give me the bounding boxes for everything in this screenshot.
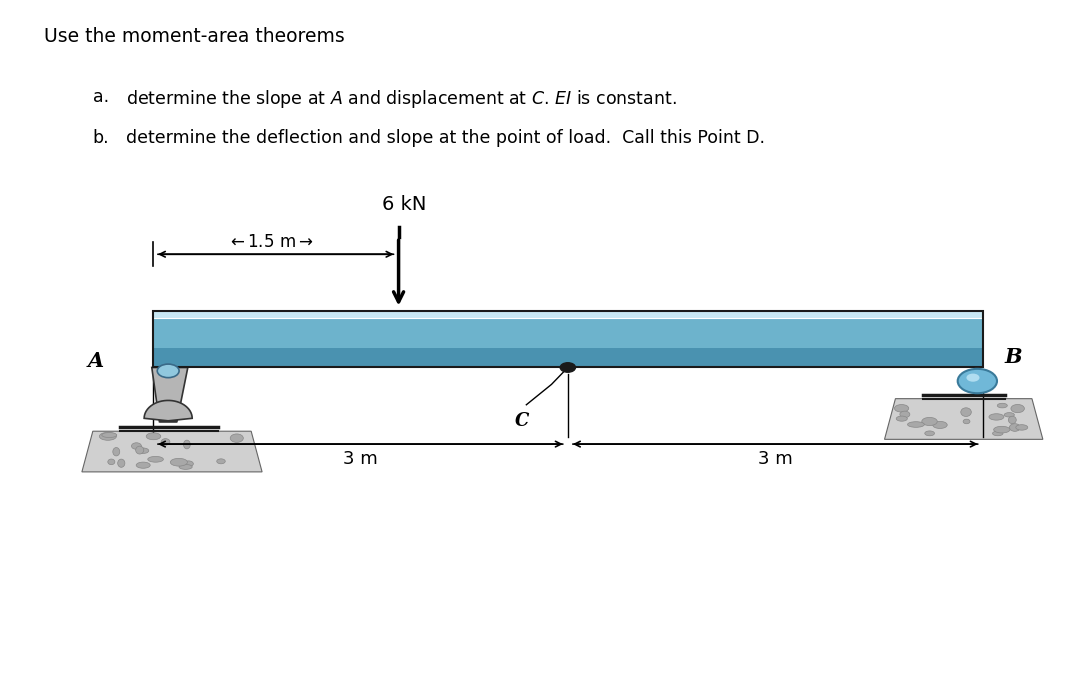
Ellipse shape	[216, 459, 225, 464]
Ellipse shape	[963, 419, 970, 424]
Ellipse shape	[993, 431, 1002, 436]
Ellipse shape	[1008, 416, 1017, 424]
Ellipse shape	[230, 434, 244, 442]
Ellipse shape	[1011, 405, 1024, 413]
Text: determine the slope at $\mathit{A}$ and displacement at $\mathit{C}$. $\mathit{E: determine the slope at $\mathit{A}$ and …	[126, 88, 676, 110]
Polygon shape	[144, 401, 192, 422]
Polygon shape	[153, 336, 983, 367]
Ellipse shape	[138, 448, 149, 454]
Circle shape	[560, 363, 575, 372]
Text: Use the moment-area theorems: Use the moment-area theorems	[44, 27, 344, 46]
Ellipse shape	[925, 431, 935, 436]
Circle shape	[958, 369, 997, 393]
Text: B: B	[1005, 347, 1022, 367]
Ellipse shape	[994, 426, 1010, 433]
Ellipse shape	[118, 459, 124, 467]
Ellipse shape	[933, 422, 947, 428]
Ellipse shape	[179, 464, 192, 469]
Polygon shape	[153, 315, 983, 348]
Ellipse shape	[136, 462, 151, 468]
Ellipse shape	[894, 405, 909, 412]
Ellipse shape	[1009, 424, 1020, 431]
Text: A: A	[87, 351, 104, 371]
Ellipse shape	[989, 414, 1004, 420]
Text: 3 m: 3 m	[758, 450, 793, 468]
Ellipse shape	[183, 461, 193, 466]
Polygon shape	[153, 311, 983, 317]
Ellipse shape	[997, 403, 1007, 408]
Ellipse shape	[162, 439, 170, 445]
Text: 3 m: 3 m	[343, 450, 378, 468]
Ellipse shape	[147, 456, 164, 462]
Ellipse shape	[102, 433, 117, 437]
Ellipse shape	[907, 422, 924, 427]
Ellipse shape	[146, 433, 161, 440]
Polygon shape	[152, 367, 188, 422]
Ellipse shape	[170, 458, 188, 466]
Circle shape	[966, 374, 980, 382]
Ellipse shape	[961, 407, 971, 416]
Text: C: C	[514, 412, 530, 430]
Polygon shape	[82, 431, 262, 472]
Ellipse shape	[99, 433, 117, 440]
Ellipse shape	[922, 418, 937, 426]
Text: a.: a.	[93, 88, 109, 106]
Ellipse shape	[131, 443, 141, 450]
Text: 6 kN: 6 kN	[382, 195, 426, 214]
Ellipse shape	[1005, 413, 1014, 417]
Text: b.: b.	[93, 129, 109, 147]
Ellipse shape	[1016, 424, 1028, 430]
Ellipse shape	[897, 416, 907, 421]
Ellipse shape	[183, 440, 190, 449]
Text: determine the deflection and slope at the point of load.  Call this Point D.: determine the deflection and slope at th…	[126, 129, 764, 147]
Ellipse shape	[900, 411, 910, 418]
Ellipse shape	[135, 446, 144, 454]
Ellipse shape	[112, 447, 120, 456]
Ellipse shape	[108, 459, 115, 464]
Text: $\leftarrow$1.5 m$\rightarrow$: $\leftarrow$1.5 m$\rightarrow$	[227, 233, 313, 251]
Circle shape	[157, 364, 179, 378]
Polygon shape	[885, 399, 1043, 439]
